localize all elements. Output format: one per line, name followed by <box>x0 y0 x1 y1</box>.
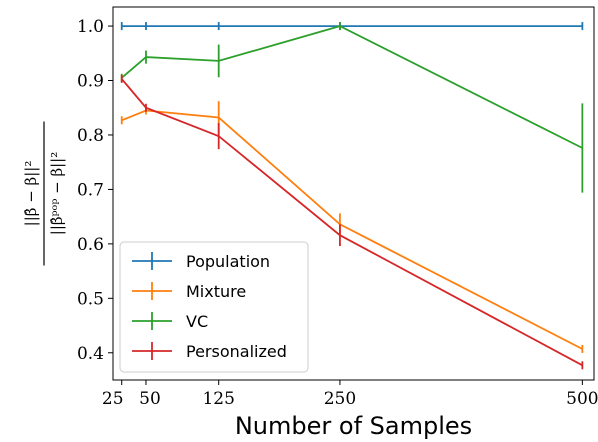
y-tick-label: 0.5 <box>77 289 104 309</box>
series-vc <box>120 22 584 193</box>
x-tick-label: 125 <box>202 389 234 409</box>
x-tick-label: 500 <box>566 389 598 409</box>
legend-label: Population <box>186 252 270 271</box>
legend-item-personalized: Personalized <box>132 342 287 361</box>
legend-label: Personalized <box>186 342 287 361</box>
y-label-denominator: ||β̂ᵖᵒᵖ − β||² <box>48 152 66 235</box>
y-axis-label: ||β̂ − β||² ||β̂ᵖᵒᵖ − β||² <box>22 121 66 266</box>
legend-item-mixture: Mixture <box>132 282 246 301</box>
legend-label: VC <box>186 312 208 331</box>
legend-label: Mixture <box>186 282 246 301</box>
legend-item-population: Population <box>132 252 270 271</box>
plot-frame <box>112 6 595 381</box>
y-ticks: 0.4 0.5 0.6 0.7 0.8 0.9 1.0 <box>77 17 113 364</box>
x-axis-label: Number of Samples <box>235 412 472 440</box>
y-tick-label: 0.8 <box>77 126 104 146</box>
series-population <box>120 22 584 31</box>
y-label-numerator: ||β̂ − β||² <box>22 161 40 227</box>
x-tick-label: 250 <box>324 389 356 409</box>
series-personalized <box>120 74 584 370</box>
y-label-fraction: ||β̂ − β||² ||β̂ᵖᵒᵖ − β||² <box>22 121 66 266</box>
y-tick-label: 0.9 <box>77 72 104 92</box>
legend-item-vc: VC <box>132 312 208 331</box>
x-tick-label: 25 <box>102 389 124 409</box>
y-tick-label: 1.0 <box>77 17 104 37</box>
y-tick-label: 0.6 <box>77 235 104 255</box>
x-ticks: 25 50 125 250 500 <box>102 380 598 409</box>
x-tick-label: 50 <box>139 389 161 409</box>
series-lines <box>120 22 584 370</box>
legend-box <box>119 241 309 373</box>
legend: Population Mixture VC Personalized <box>119 241 309 373</box>
y-tick-label: 0.4 <box>77 344 104 364</box>
series-line <box>121 25 583 149</box>
y-tick-label: 0.7 <box>77 180 104 200</box>
